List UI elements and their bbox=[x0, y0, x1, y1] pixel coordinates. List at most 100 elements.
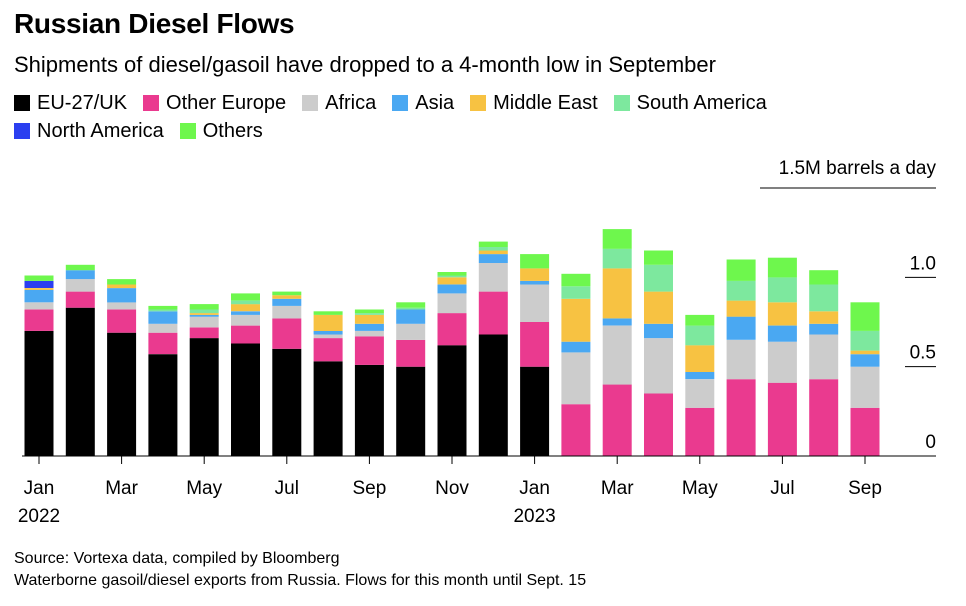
bar-segment bbox=[231, 311, 260, 315]
bar-segment bbox=[396, 366, 426, 456]
bar-segment bbox=[313, 330, 343, 335]
bar-segment bbox=[354, 313, 384, 315]
bar-segment bbox=[231, 300, 260, 305]
legend-label: EU-27/UK bbox=[37, 91, 128, 114]
bar-segment bbox=[850, 407, 880, 456]
y-tick-label: 1.0 bbox=[910, 253, 936, 274]
bar-segment bbox=[602, 318, 632, 326]
bar-segment bbox=[231, 325, 260, 344]
bar-segment bbox=[24, 309, 54, 331]
bar-segment bbox=[148, 305, 178, 310]
bar-segment bbox=[809, 270, 839, 285]
legend-label: North America bbox=[37, 119, 164, 142]
bar-segment bbox=[437, 277, 467, 285]
bar-segment bbox=[767, 382, 797, 456]
bar-segment bbox=[148, 311, 178, 324]
legend: EU-27/UK Other Europe Africa Asia Middle Eas… bbox=[14, 92, 914, 142]
bar-segment bbox=[850, 330, 880, 351]
bar-segment bbox=[65, 307, 95, 456]
chart-subtitle: Shipments of diesel/gasoil have dropped … bbox=[14, 52, 716, 77]
legend-item: North America bbox=[14, 120, 164, 142]
legend-item: Asia bbox=[392, 92, 454, 114]
legend-item: Africa bbox=[302, 92, 376, 114]
bar-segment bbox=[231, 293, 260, 301]
legend-item: Middle East bbox=[470, 92, 598, 114]
bar-segment bbox=[148, 323, 178, 333]
bar-segment bbox=[313, 314, 343, 331]
bar-segment bbox=[24, 289, 54, 303]
bar-segment bbox=[107, 309, 137, 333]
bar-segment bbox=[561, 298, 591, 342]
bar-segment bbox=[685, 379, 715, 408]
x-tick-label: May bbox=[682, 478, 718, 499]
legend-item: EU-27/UK bbox=[14, 92, 127, 114]
bar-segment bbox=[602, 248, 632, 269]
bar-segment bbox=[107, 332, 137, 456]
bar-segment bbox=[520, 366, 550, 456]
bar-segment bbox=[809, 323, 839, 335]
bar-segment bbox=[354, 323, 384, 331]
bar-segment bbox=[148, 332, 178, 355]
x-tick-label: Jan bbox=[24, 478, 55, 499]
bar-segment bbox=[644, 264, 673, 292]
bar-segment bbox=[767, 341, 797, 383]
bar-segment bbox=[520, 268, 550, 281]
bar-segment bbox=[354, 336, 384, 365]
bar-segment bbox=[602, 229, 632, 249]
x-tick-label: Jul bbox=[275, 478, 299, 499]
bar-segment bbox=[24, 280, 54, 288]
bar-segment bbox=[561, 286, 591, 299]
x-tick-year-label: 2022 bbox=[18, 506, 60, 527]
bar-segment bbox=[809, 379, 839, 456]
bar-segment bbox=[148, 309, 178, 312]
bar-segment bbox=[809, 284, 839, 312]
bar-segment bbox=[189, 309, 219, 314]
bar-segment bbox=[272, 318, 302, 349]
bar-segment bbox=[313, 311, 343, 315]
bar-segment bbox=[107, 288, 137, 303]
bar-segment bbox=[478, 254, 508, 263]
bar-segment bbox=[189, 313, 219, 315]
x-tick-label: May bbox=[186, 478, 222, 499]
x-tick-label: Sep bbox=[848, 478, 882, 499]
bar-segment bbox=[478, 241, 508, 247]
bar-segment bbox=[24, 288, 54, 290]
legend-label: Africa bbox=[325, 91, 377, 114]
bar-segment bbox=[685, 314, 715, 326]
bar-segment bbox=[809, 311, 839, 324]
bar-segment bbox=[354, 364, 384, 456]
bar-segment bbox=[726, 339, 756, 380]
bar-segment bbox=[726, 280, 756, 301]
bar-segment bbox=[107, 284, 137, 289]
bar-segment bbox=[396, 339, 426, 367]
y-tick-label: 0 bbox=[925, 432, 936, 453]
bars-group bbox=[24, 229, 880, 456]
bar-segment bbox=[850, 350, 880, 355]
bar-segment bbox=[24, 330, 54, 456]
bar-segment bbox=[437, 272, 467, 276]
bar-segment bbox=[850, 366, 880, 408]
source-notes: Source: Vortexa data, compiled by Bloomb… bbox=[14, 548, 586, 592]
source-line: Source: Vortexa data, compiled by Bloomb… bbox=[14, 550, 340, 567]
legend-label: Other Europe bbox=[166, 91, 287, 114]
bar-segment bbox=[644, 338, 673, 394]
y-tick-label: 0.5 bbox=[910, 343, 936, 364]
bar-segment bbox=[396, 307, 426, 310]
bar-segment bbox=[602, 268, 632, 319]
legend-item: South America bbox=[613, 92, 767, 114]
bar-segment bbox=[272, 295, 302, 299]
bar-segment bbox=[850, 354, 880, 367]
bar-segment bbox=[520, 280, 550, 285]
bar-segment bbox=[354, 309, 384, 314]
bar-segment bbox=[231, 304, 260, 312]
bar-segment bbox=[272, 305, 302, 319]
bar-segment bbox=[478, 263, 508, 292]
bar-segment bbox=[767, 302, 797, 326]
note-line: Waterborne gasoil/diesel exports from Ru… bbox=[14, 572, 587, 589]
bar-segment bbox=[561, 273, 591, 287]
legend-swatch bbox=[392, 95, 409, 111]
bar-segment bbox=[437, 313, 467, 346]
bar-segment bbox=[313, 338, 343, 362]
bar-segment bbox=[107, 279, 137, 285]
bar-segment bbox=[24, 302, 54, 310]
